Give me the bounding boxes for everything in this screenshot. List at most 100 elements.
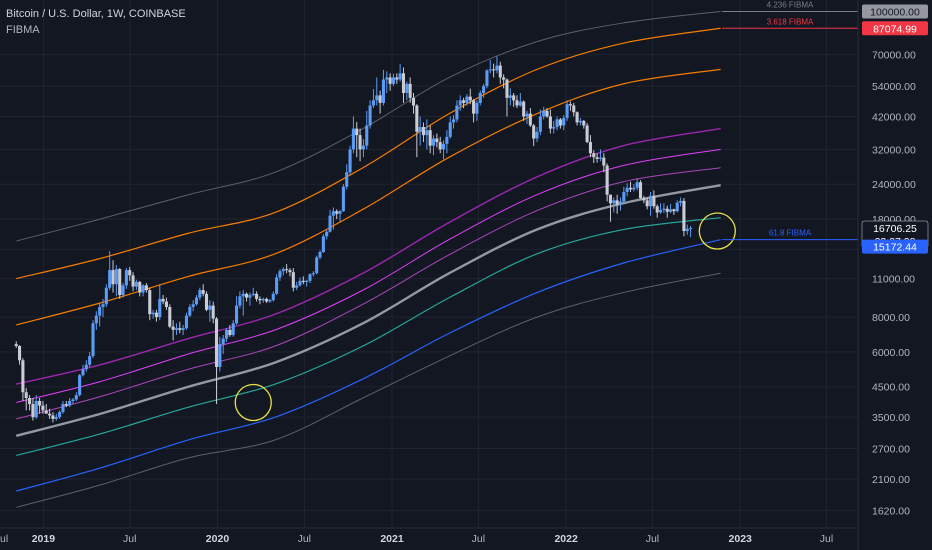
candle-body: [388, 77, 392, 84]
candle-body: [588, 142, 592, 154]
x-tick-label: Jul: [646, 533, 659, 545]
candle-body: [438, 142, 442, 150]
candle-body: [221, 338, 225, 345]
candlesticks: [14, 56, 693, 423]
candle-body: [502, 77, 506, 80]
candle-body: [632, 187, 636, 190]
candle-body: [345, 172, 349, 187]
candle-body: [482, 86, 486, 93]
x-tick-label: Jul: [472, 533, 485, 545]
candle-body: [211, 305, 215, 319]
price-tag-value: 100000.00: [870, 7, 920, 19]
candle-body: [38, 400, 42, 406]
candle-body: [538, 116, 542, 132]
candle-body: [198, 290, 202, 298]
candle-body: [512, 95, 516, 101]
candle-body: [131, 275, 135, 287]
candle-body: [194, 297, 199, 305]
y-tick-label: 70000.00: [872, 50, 916, 62]
candle-body: [174, 328, 179, 330]
candle-body: [411, 97, 416, 106]
candle-body: [679, 200, 683, 203]
candle-body: [94, 315, 98, 324]
candle-body: [21, 360, 25, 393]
x-tick-label: 2022: [554, 533, 578, 545]
candle-body: [88, 356, 92, 365]
candle-body: [578, 120, 582, 123]
band-line: [16, 272, 721, 508]
candle-body: [71, 399, 75, 401]
candle-body: [281, 269, 285, 272]
band-line: [15, 184, 721, 437]
candle-body: [615, 200, 619, 205]
x-tick-label: Jul: [820, 533, 833, 545]
candle-body: [635, 182, 639, 188]
candle-body: [462, 100, 466, 103]
candle-body: [458, 100, 462, 106]
candle-body: [318, 252, 322, 258]
price-tag-box: [862, 4, 928, 19]
candle-body: [415, 105, 419, 132]
y-tick-label: 32000.00: [872, 144, 916, 156]
y-tick-label: 1620.00: [872, 505, 910, 517]
candle-body: [81, 369, 85, 376]
candle-body: [355, 128, 359, 136]
candle-body: [445, 136, 449, 144]
candle-body: [315, 257, 319, 274]
candle-body: [168, 306, 172, 327]
candle-body: [418, 127, 422, 132]
candle-body: [191, 304, 195, 307]
candle-body: [351, 128, 355, 150]
candle-body: [151, 312, 155, 315]
candle-body: [602, 157, 606, 166]
candle-body: [452, 119, 456, 123]
candle-body: [552, 127, 556, 129]
candle-body: [84, 364, 88, 370]
candle-body: [605, 165, 609, 195]
candle-body: [358, 135, 362, 150]
candle-body: [14, 344, 18, 347]
candle-body: [275, 277, 279, 294]
candle-body: [144, 285, 148, 291]
candle-body: [421, 127, 426, 136]
candle-body: [34, 400, 38, 418]
x-tick-label: 2023: [729, 533, 753, 545]
candle-body: [498, 65, 502, 78]
candle-body: [321, 236, 325, 253]
y-tick-label: 54000.00: [872, 81, 916, 93]
candle-body: [622, 192, 626, 202]
candle-body: [138, 281, 142, 293]
candle-body: [655, 206, 659, 213]
candle-body: [305, 280, 309, 282]
candle-body: [261, 298, 265, 301]
candle-body: [288, 270, 292, 273]
price-tag-value: 87074.99: [873, 23, 917, 35]
candle-body: [31, 404, 35, 418]
x-tick-label: 2019: [32, 533, 56, 545]
candle-body: [311, 273, 315, 275]
candle-body: [665, 208, 669, 212]
candle-body: [595, 157, 599, 159]
grid-lines: [0, 0, 858, 528]
candle-body: [662, 208, 666, 210]
price-tag-box: [862, 21, 928, 36]
candle-body: [124, 270, 128, 286]
candle-body: [648, 195, 653, 207]
candle-body: [435, 138, 439, 143]
candle-body: [428, 130, 432, 146]
candle-body: [224, 329, 229, 339]
candle-body: [361, 145, 365, 150]
candle-body: [178, 328, 182, 330]
candle-body: [171, 326, 175, 330]
candle-body: [535, 131, 539, 139]
candle-body: [562, 117, 566, 126]
x-tick-label: Jul: [123, 533, 136, 545]
candle-body: [18, 346, 22, 361]
candle-body: [101, 304, 105, 307]
band-line: [16, 11, 721, 242]
candle-body: [114, 269, 118, 285]
candle-body: [669, 209, 673, 212]
candle-body: [181, 328, 185, 330]
candle-body: [58, 412, 62, 418]
